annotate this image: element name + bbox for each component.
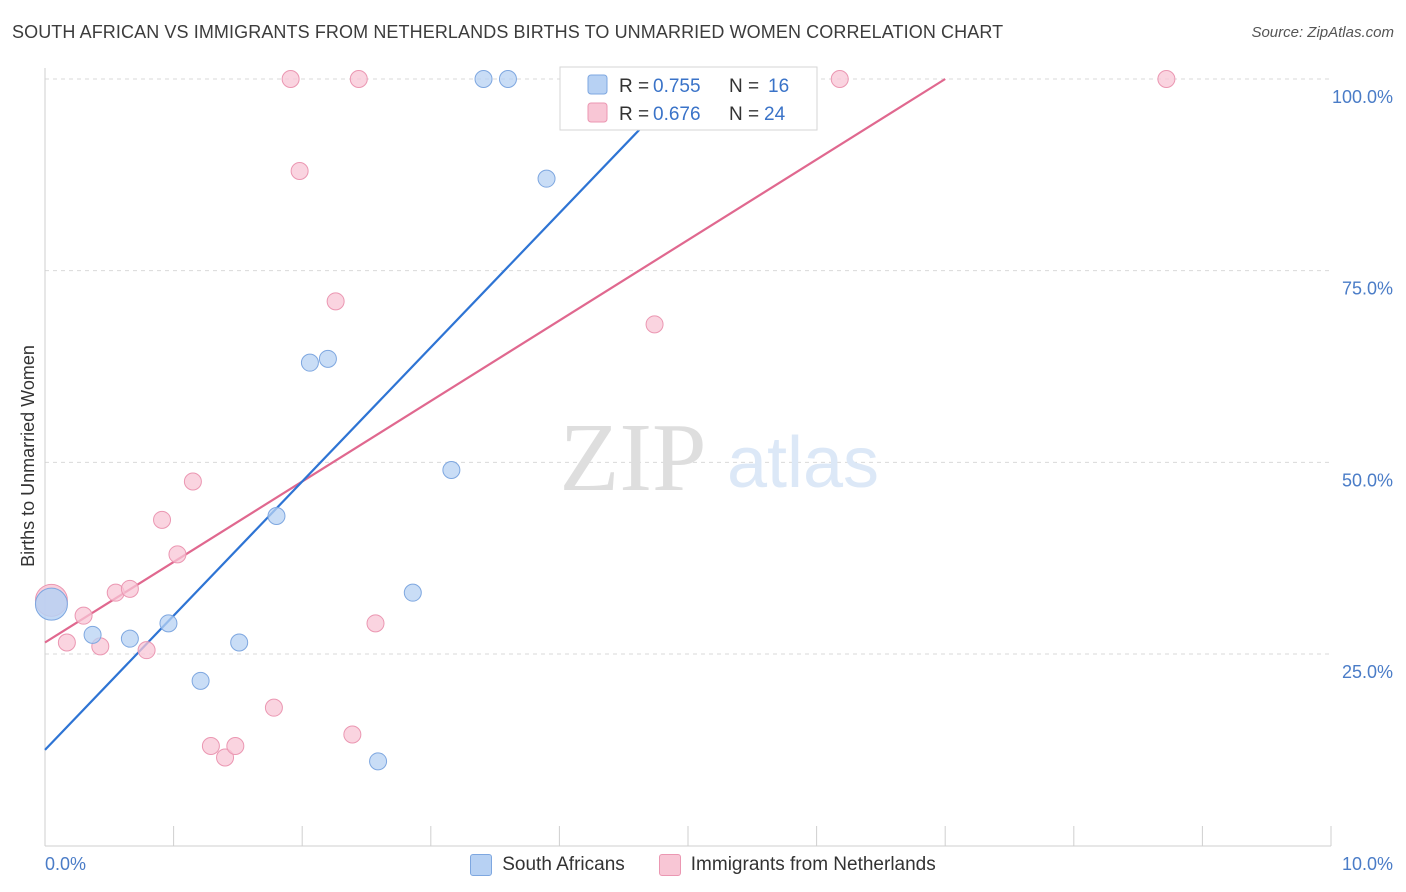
- stats-r-value-pink: 0.676: [653, 104, 701, 125]
- y-tick-label: 50.0%: [1342, 470, 1393, 490]
- y-tick-label: 75.0%: [1342, 279, 1393, 299]
- legend-item-netherlands: Immigrants from Netherlands: [658, 851, 936, 879]
- stats-swatch-blue: [587, 74, 608, 95]
- point-netherlands: [57, 633, 76, 652]
- point-south-africans: [230, 633, 249, 652]
- point-netherlands: [168, 545, 187, 564]
- point-netherlands: [201, 737, 220, 755]
- grid-lines: [45, 78, 1331, 655]
- bottom-legend: South Africans Immigrants from Netherlan…: [0, 851, 1406, 879]
- watermark: ZIP atlas: [560, 404, 880, 512]
- point-netherlands: [183, 472, 202, 491]
- stats-r-label-pink: R =: [619, 104, 649, 125]
- point-south-africans: [403, 583, 422, 602]
- point-south-africans: [474, 70, 493, 88]
- stats-n-label-blue: N =: [729, 76, 759, 97]
- legend-swatch-pink: [658, 854, 681, 876]
- chart-title: SOUTH AFRICAN VS IMMIGRANTS FROM NETHERL…: [12, 22, 1004, 42]
- point-south-africans: [318, 349, 337, 368]
- source-label: Source: ZipAtlas.com: [1251, 24, 1394, 41]
- point-netherlands: [1157, 70, 1176, 88]
- point-netherlands: [74, 606, 93, 625]
- point-netherlands: [366, 614, 385, 633]
- point-south-africans: [442, 461, 461, 479]
- trend-line-south-africans: [44, 78, 689, 751]
- legend-label-south-africans: South Africans: [502, 854, 625, 875]
- y-tick-label: 100.0%: [1332, 87, 1393, 107]
- point-south-africans: [34, 587, 68, 621]
- point-south-africans: [159, 614, 178, 633]
- watermark-zip: ZIP: [560, 404, 707, 512]
- tick-labels: 25.0% 50.0% 75.0% 100.0% 0.0% 10.0%: [45, 87, 1393, 874]
- legend-item-south-africans: South Africans: [470, 851, 625, 879]
- point-netherlands: [153, 510, 172, 529]
- stats-swatch-pink: [587, 102, 608, 123]
- point-netherlands: [343, 725, 362, 744]
- trend-line-netherlands: [44, 78, 946, 644]
- point-south-africans: [83, 625, 102, 644]
- point-south-africans: [369, 752, 388, 771]
- point-south-africans: [537, 169, 556, 188]
- point-south-africans: [267, 507, 286, 525]
- stats-n-label-pink: N =: [729, 104, 759, 125]
- point-netherlands: [326, 292, 345, 311]
- y-axis-label: Births to Unmarried Women: [18, 345, 38, 567]
- point-netherlands: [120, 579, 139, 598]
- legend-swatch-blue: [470, 854, 493, 876]
- stats-r-value-blue: 0.755: [653, 76, 701, 97]
- x-tick-label: 10.0%: [1342, 854, 1393, 874]
- stats-legend: R = 0.755 N = 16 R = 0.676 N = 24: [559, 66, 818, 131]
- point-south-africans: [191, 671, 210, 690]
- point-netherlands: [349, 70, 368, 88]
- point-netherlands: [137, 641, 156, 660]
- point-netherlands: [290, 162, 309, 180]
- x-tick-label: 0.0%: [45, 854, 86, 874]
- stats-n-value-pink: 24: [764, 104, 786, 125]
- point-netherlands: [830, 70, 849, 88]
- point-netherlands: [226, 737, 245, 755]
- legend-label-netherlands: Immigrants from Netherlands: [690, 854, 936, 875]
- point-netherlands: [645, 315, 664, 334]
- point-south-africans: [498, 70, 517, 88]
- stats-n-value-blue: 16: [768, 76, 789, 97]
- point-netherlands: [264, 698, 283, 717]
- point-netherlands: [281, 70, 300, 88]
- stats-r-label-blue: R =: [619, 76, 649, 97]
- trend-lines: [44, 78, 946, 751]
- point-south-africans: [300, 353, 319, 372]
- axes: [44, 68, 1332, 847]
- watermark-atlas: atlas: [727, 423, 879, 503]
- point-netherlands: [216, 748, 235, 767]
- point-south-africans: [120, 629, 139, 648]
- y-tick-label: 25.0%: [1342, 662, 1393, 682]
